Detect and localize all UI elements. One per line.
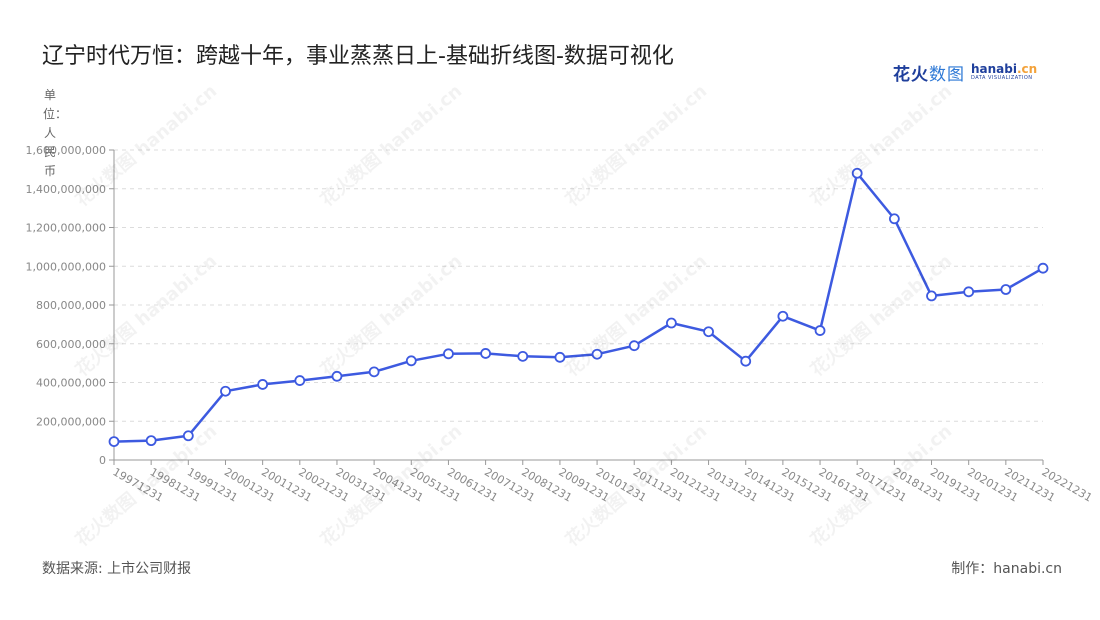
y-tick-labels: 0 200,000,000 400,000,000 600,000,000 800,00… xyxy=(26,144,106,467)
data-point xyxy=(1037,262,1049,274)
data-point xyxy=(257,379,269,390)
brand-logo: 花火数图 hanabi.cn DATA VISUALIZATION xyxy=(893,60,1038,85)
series-line xyxy=(113,172,1044,443)
brand-logo-en: hanabi.cn DATA VISUALIZATION xyxy=(971,62,1038,81)
y-tick-label: 1,600,000,000 xyxy=(26,144,106,157)
x-tick-labels: 1997123119981231199912312000123120011231… xyxy=(111,465,1095,504)
data-point xyxy=(591,348,603,360)
y-tick-label: 0 xyxy=(99,454,106,467)
data-point xyxy=(182,430,194,442)
y-tick-label: 800,000,000 xyxy=(36,299,106,312)
data-point xyxy=(145,435,157,447)
data-point xyxy=(963,286,975,298)
series xyxy=(108,167,1049,447)
data-point xyxy=(331,370,343,382)
data-point xyxy=(480,348,492,359)
data-point xyxy=(368,366,380,378)
grid-lines xyxy=(114,149,1043,422)
data-point xyxy=(740,355,752,367)
data-point xyxy=(628,340,640,352)
data-point xyxy=(294,375,306,386)
data-point xyxy=(926,290,937,302)
data-point xyxy=(851,167,863,179)
y-tick-label: 1,400,000,000 xyxy=(26,183,106,196)
y-tick-label: 1,200,000,000 xyxy=(26,222,106,235)
data-point xyxy=(888,213,900,225)
data-point xyxy=(220,385,231,397)
y-tick-label: 1,000,000,000 xyxy=(26,260,106,273)
maker-credit: 制作：hanabi.cn xyxy=(951,561,1062,577)
data-point xyxy=(405,355,417,367)
y-tick-label: 200,000,000 xyxy=(36,415,106,428)
data-point xyxy=(108,436,120,447)
data-point xyxy=(666,317,677,329)
data-point xyxy=(777,310,789,322)
data-point xyxy=(814,325,826,336)
data-point xyxy=(443,348,454,360)
data-point xyxy=(554,351,566,363)
data-source-note: 数据来源: 上市公司财报 xyxy=(42,561,192,577)
data-point xyxy=(517,350,529,362)
y-tick-label: 400,000,000 xyxy=(36,377,106,390)
data-point xyxy=(1000,284,1012,295)
y-tick-label: 600,000,000 xyxy=(36,338,106,351)
data-point xyxy=(703,326,714,338)
chart-title: 辽宁时代万恒：跨越十年，事业蒸蒸日上-基础折线图-数据可视化 xyxy=(42,44,674,69)
brand-logo-cn: 花火数图 xyxy=(893,64,965,85)
axes xyxy=(109,149,1044,465)
